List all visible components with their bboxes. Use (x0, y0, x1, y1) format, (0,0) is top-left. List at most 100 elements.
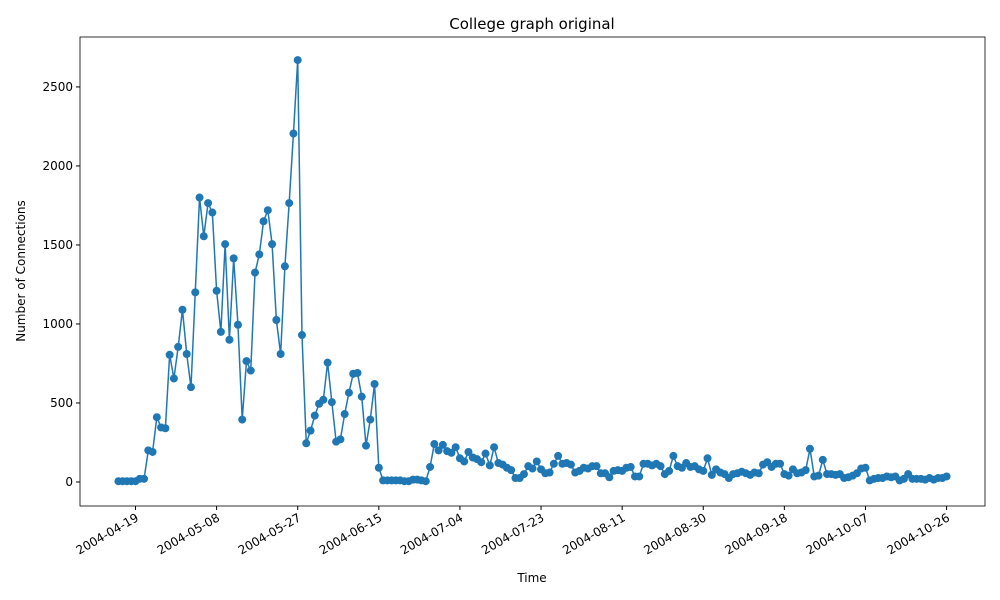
point (490, 443, 499, 452)
point (426, 462, 435, 471)
point (545, 468, 554, 477)
point (421, 477, 430, 486)
point (776, 459, 785, 468)
point (754, 469, 763, 478)
y-tick-label: 2000 (42, 159, 73, 173)
point (251, 268, 260, 277)
point (532, 457, 541, 466)
point (566, 460, 575, 469)
point (199, 232, 208, 241)
point (340, 410, 349, 419)
point (464, 447, 473, 456)
point (285, 199, 294, 208)
point (238, 415, 247, 424)
point (204, 199, 213, 208)
point (276, 349, 285, 358)
point (434, 446, 443, 455)
point (370, 380, 379, 389)
point (460, 457, 469, 466)
chart-title: College graph original (449, 15, 614, 33)
point (208, 208, 217, 217)
point (233, 320, 242, 329)
point (554, 451, 563, 460)
point (481, 449, 490, 458)
point (374, 463, 383, 472)
y-tick-label: 500 (50, 396, 73, 410)
point (182, 349, 191, 358)
point (306, 426, 315, 435)
point (310, 411, 319, 420)
point (592, 462, 601, 471)
point (178, 305, 187, 314)
point (186, 383, 195, 392)
y-tick-label: 1500 (42, 238, 73, 252)
point (152, 413, 161, 422)
point (229, 254, 238, 263)
point (272, 316, 281, 325)
point (451, 443, 460, 452)
y-tick-label: 2500 (42, 80, 73, 94)
point (293, 56, 302, 65)
point (174, 342, 183, 351)
point (507, 466, 516, 475)
point (327, 398, 336, 407)
y-tick-label: 1000 (42, 317, 73, 331)
point (626, 462, 635, 471)
point (528, 464, 537, 473)
point (148, 447, 157, 456)
point (430, 440, 439, 449)
point (703, 454, 712, 463)
point (268, 240, 277, 249)
point (221, 240, 230, 249)
point (605, 473, 614, 482)
point (942, 472, 951, 481)
point (477, 458, 486, 467)
point (362, 441, 371, 450)
point (302, 439, 311, 448)
y-tick-label: 0 (65, 475, 73, 489)
point (225, 335, 234, 344)
point (814, 471, 823, 480)
point (169, 374, 178, 383)
point (861, 463, 870, 472)
x-axis-label: Time (516, 571, 546, 585)
point (165, 350, 174, 359)
point (323, 358, 332, 367)
point (259, 217, 268, 226)
point (519, 470, 528, 479)
point (485, 461, 494, 470)
point (447, 448, 456, 457)
point (656, 462, 665, 471)
point (344, 388, 353, 397)
point (818, 455, 827, 464)
point (635, 472, 644, 481)
point (699, 466, 708, 475)
point (263, 206, 272, 215)
point (195, 193, 204, 202)
point (280, 262, 289, 271)
point (212, 286, 221, 295)
point (665, 466, 674, 475)
point (161, 424, 170, 433)
point (140, 474, 149, 483)
point (353, 368, 362, 377)
point (669, 451, 678, 460)
point (255, 250, 264, 259)
point (297, 331, 306, 340)
point (801, 466, 810, 475)
point (549, 459, 558, 468)
point (805, 444, 814, 453)
point (357, 392, 366, 401)
plot-frame (79, 36, 986, 507)
point (366, 415, 375, 424)
point (336, 435, 345, 444)
point (784, 471, 793, 480)
point (438, 440, 447, 449)
y-axis-label: Number of Connections (14, 200, 28, 342)
point (289, 129, 298, 138)
point (242, 357, 251, 366)
point (319, 395, 328, 404)
point (707, 470, 716, 479)
